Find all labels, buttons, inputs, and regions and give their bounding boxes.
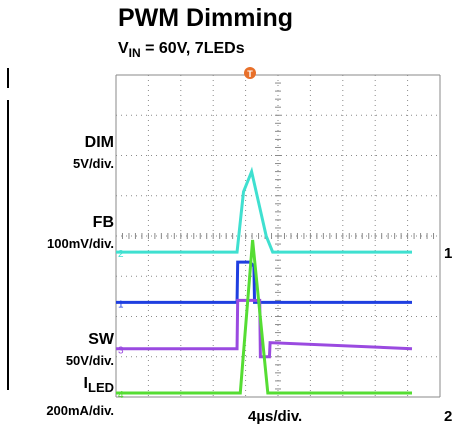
sw-scale: 50V/div. [65, 353, 114, 368]
trigger-marker [244, 67, 256, 79]
iled-scale: 200mA/div. [46, 403, 114, 418]
channel-marker-label: 3 [118, 346, 124, 357]
fb-label: FB [92, 214, 114, 231]
chart-title: PWM Dimming [118, 4, 293, 32]
chart-subtitle: VIN = 60V, 7LEDs [118, 40, 245, 61]
channel-marker-label: 1 [118, 299, 124, 310]
trace-led [116, 239, 412, 395]
left-rule-top [7, 68, 9, 88]
x-axis-scale: 4µs/div. [248, 408, 303, 425]
channel-marker-label: 4 [118, 390, 124, 401]
iled-label: ILED [83, 375, 114, 396]
trace-fb [116, 166, 412, 254]
dim-scale: 5V/div. [73, 156, 114, 171]
edge-label-1: 1 [444, 245, 453, 262]
trigger-marker-label: T [247, 69, 253, 79]
left-rule-main [7, 100, 9, 390]
fb-scale: 100mV/div. [47, 236, 114, 251]
dim-label: DIM [84, 134, 114, 151]
channel-marker-label: 2 [118, 249, 124, 260]
edge-label-2: 2 [444, 408, 453, 425]
trace-dim [116, 260, 412, 304]
sw-label: SW [88, 331, 114, 348]
